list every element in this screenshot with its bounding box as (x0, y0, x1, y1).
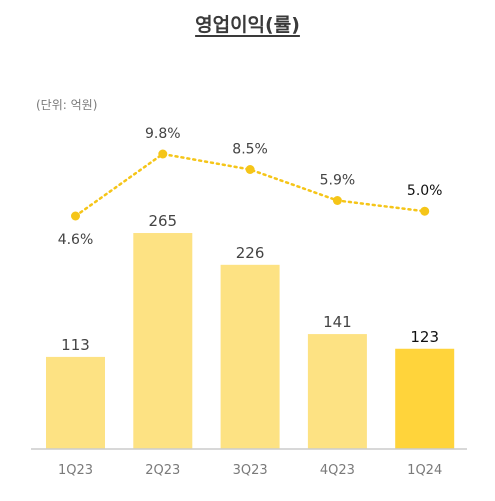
line-group: 4.6% 9.8% 8.5% 5.9% 5.0% (58, 126, 443, 248)
x-tick-2Q23: 2Q23 (145, 463, 180, 478)
margin-point-4Q23 (332, 196, 342, 205)
bar-4Q23 (307, 334, 367, 449)
margin-point-1Q23 (71, 211, 80, 221)
bar-value-label-1Q23: 113 (61, 336, 90, 354)
margin-point-3Q23 (245, 165, 255, 174)
x-tick-1Q24: 1Q24 (407, 463, 442, 478)
x-tick-1Q23: 1Q23 (58, 463, 93, 478)
margin-label-3Q23: 8.5% (232, 142, 268, 158)
bars-group: 113 265 226 141 123 (46, 212, 455, 449)
x-tick-4Q23: 4Q23 (320, 463, 355, 478)
bar-value-label-1Q24: 123 (410, 328, 439, 346)
margin-point-1Q24 (420, 206, 430, 216)
unit-label: (단위: 억원) (36, 98, 98, 112)
bar-3Q23 (220, 264, 280, 449)
bar-value-label-4Q23: 141 (323, 313, 352, 331)
x-tick-3Q23: 3Q23 (233, 463, 268, 478)
margin-label-2Q23: 9.8% (145, 126, 181, 142)
margin-point-2Q23 (158, 149, 168, 159)
bar-1Q23 (46, 356, 105, 449)
bar-value-label-2Q23: 265 (148, 212, 177, 230)
chart-title: 영업이익(률) (0, 10, 495, 37)
bar-2Q23 (133, 233, 193, 449)
bar-1Q24 (395, 348, 455, 449)
margin-label-1Q24: 5.0% (407, 183, 443, 199)
margin-line (74, 152, 426, 218)
bar-value-label-3Q23: 226 (236, 244, 265, 262)
margin-label-1Q23: 4.6% (58, 232, 94, 248)
x-ticks-group: 1Q23 2Q23 3Q23 4Q23 1Q24 (58, 463, 442, 478)
margin-label-4Q23: 5.9% (320, 173, 356, 189)
chart-title-text: 영업이익(률) (195, 14, 300, 36)
